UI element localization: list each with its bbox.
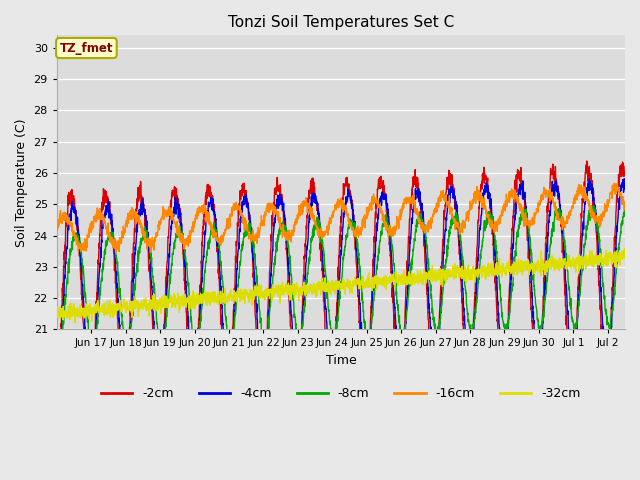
Y-axis label: Soil Temperature (C): Soil Temperature (C) xyxy=(15,118,28,247)
Legend: -2cm, -4cm, -8cm, -16cm, -32cm: -2cm, -4cm, -8cm, -16cm, -32cm xyxy=(96,383,586,406)
Text: TZ_fmet: TZ_fmet xyxy=(60,41,113,55)
Title: Tonzi Soil Temperatures Set C: Tonzi Soil Temperatures Set C xyxy=(228,15,454,30)
X-axis label: Time: Time xyxy=(326,354,356,367)
